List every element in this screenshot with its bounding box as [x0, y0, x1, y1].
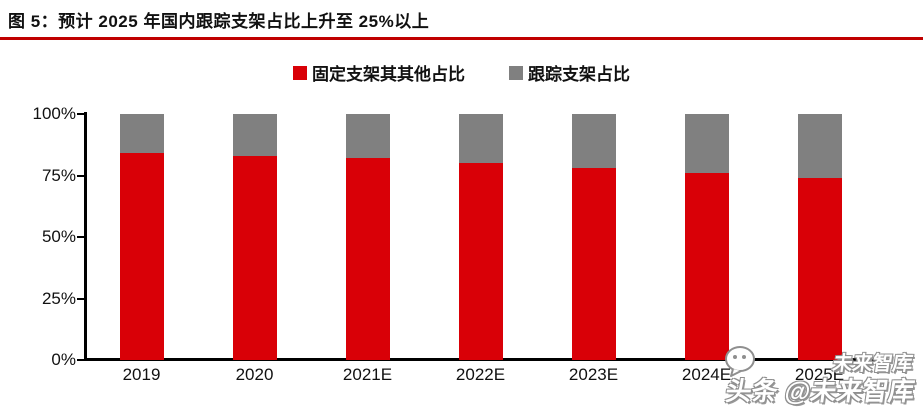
y-axis-label-100pct: 100%: [32, 104, 76, 123]
x-axis-label-2020: 2020: [235, 365, 274, 384]
bar-segment-2024E-fixed: [684, 173, 729, 360]
plot-area: [85, 114, 876, 360]
bar-segment-2024E-tracking: [684, 114, 729, 174]
x-axis-label-2024E: 2024E: [681, 365, 732, 384]
bar-segment-2022E-fixed: [458, 163, 503, 360]
x-axis-label-2023E: 2023E: [568, 365, 619, 384]
y-axis-label-0pct: 0%: [51, 350, 76, 369]
bar-segment-2019-tracking: [119, 114, 164, 154]
x-axis-label-2019: 2019: [122, 365, 161, 384]
x-axis-label-2022E: 2022E: [455, 365, 506, 384]
x-axis-label-2021E: 2021E: [342, 365, 393, 384]
legend-item-fixed: 固定支架其其他占比: [293, 60, 465, 85]
bar-segment-2025E-tracking: [797, 114, 842, 178]
figure-header: 图 5：预计 2025 年国内跟踪支架占比上升至 25%以上: [8, 7, 918, 32]
figure-title: 图 5：预计 2025 年国内跟踪支架占比上升至 25%以上: [8, 12, 430, 31]
y-axis-label-75pct: 75%: [41, 165, 76, 185]
y-axis-tick-25pct: [77, 297, 84, 300]
bar-segment-2020-fixed: [232, 155, 277, 360]
y-axis-tick-75pct: [77, 174, 84, 177]
bar-segment-2019-fixed: [119, 153, 164, 360]
legend-label-fixed: 固定支架其其他占比: [312, 65, 465, 84]
legend-label-tracking: 跟踪支架占比: [528, 65, 630, 84]
bar-segment-2025E-fixed: [797, 177, 842, 360]
y-axis-tick-100pct: [77, 113, 84, 115]
bar-segment-2021E-tracking: [345, 114, 390, 159]
bar-segment-2021E-fixed: [345, 158, 390, 360]
legend-swatch-red: [293, 65, 307, 80]
bar-segment-2022E-tracking: [458, 114, 503, 164]
y-axis-label-25pct: 25%: [41, 288, 76, 308]
y-axis-label-50pct: 50%: [41, 227, 76, 246]
y-axis-tick-50pct: [77, 236, 84, 238]
y-axis-line: [84, 112, 87, 361]
bar-segment-2020-tracking: [232, 114, 277, 156]
legend-item-tracking: 跟踪支架占比: [509, 60, 630, 85]
chart-legend: 固定支架其其他占比 跟踪支架占比: [0, 60, 923, 85]
y-axis-tick-0pct: [77, 359, 84, 361]
bar-segment-2023E-tracking: [571, 114, 616, 169]
x-axis-label-2025E: 2025E: [794, 365, 845, 384]
legend-swatch-gray: [509, 65, 523, 80]
title-underline: [0, 37, 923, 40]
bar-segment-2023E-fixed: [571, 168, 616, 360]
